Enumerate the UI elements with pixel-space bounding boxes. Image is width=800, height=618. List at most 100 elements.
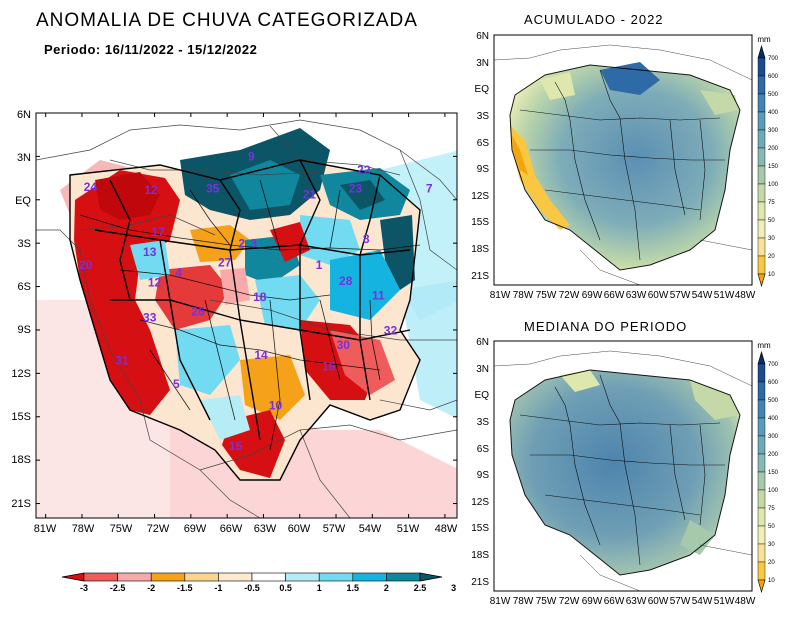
- precip-colorbar-bottom: 700 600 500 400 300 200 150 100 75 50 30 20 10 mm: [757, 341, 779, 594]
- basin-number-label: 30: [337, 338, 351, 352]
- acc-lat-label: 12S: [471, 191, 489, 202]
- med-lat-label: 3S: [477, 417, 490, 428]
- basin-number-label: 18: [253, 290, 267, 304]
- colorbar-label: 1.5: [347, 583, 360, 593]
- main-lat-label: 9S: [18, 324, 31, 336]
- med-lon-label: 78W: [513, 596, 534, 607]
- basin-number-label: 9: [248, 150, 255, 164]
- median-lat-labels: 6N 3N EQ 3S 6S 9S 12S 15S 18S 21S: [471, 337, 489, 588]
- precip-label: 10: [768, 578, 775, 584]
- basin-number-label: 15: [229, 439, 243, 453]
- precip-label: 200: [768, 146, 779, 152]
- main-lon-label: 72W: [147, 523, 170, 535]
- precip-swatch: [757, 165, 766, 185]
- main-lon-label: 69W: [184, 523, 207, 535]
- colorbar-label: 0.5: [279, 583, 292, 593]
- acc-lon-label: 57W: [670, 290, 691, 301]
- colorbar-label: -0.5: [244, 583, 260, 593]
- basin-number-label: 11: [372, 289, 385, 303]
- precip-label: 150: [768, 164, 779, 170]
- med-lat-label: EQ: [475, 390, 490, 401]
- precip-unit: mm: [757, 341, 771, 350]
- main-lon-label: 75W: [110, 523, 133, 535]
- med-lon-label: 75W: [536, 596, 557, 607]
- precip-swatch: [757, 543, 766, 563]
- main-lon-label: 48W: [435, 523, 458, 535]
- basin-number-label: 33: [143, 310, 157, 324]
- precip-unit: mm: [757, 35, 771, 44]
- basin-number-label: 27: [218, 255, 232, 269]
- med-lat-label: 12S: [471, 497, 489, 508]
- accumulated-map: [493, 34, 753, 286]
- basin-number-label: 16: [322, 359, 336, 373]
- colorbar-label: 1: [317, 583, 322, 593]
- basin-number-label: 8: [363, 232, 370, 246]
- colorbar-arrow-left: [61, 572, 85, 582]
- main-lon-labels: 81W 78W 75W 72W 69W 66W 63W 60W 57W 54W …: [34, 523, 458, 535]
- precip-swatch: [757, 417, 766, 437]
- colorbar-label: 2: [384, 583, 389, 593]
- acc-lat-label: 3N: [476, 58, 489, 69]
- main-lat-label: 15S: [11, 411, 31, 423]
- precip-swatch: [757, 561, 766, 581]
- basin-number-label: 23: [349, 182, 363, 196]
- med-lon-label: 63W: [626, 596, 647, 607]
- basin-number-label: 3: [250, 237, 257, 251]
- main-lat-label: 3S: [18, 238, 31, 250]
- med-lat-label: 21S: [471, 577, 489, 588]
- basin-number-label: 21: [303, 187, 317, 201]
- precip-colorbar-top: 700 600 500 400 300 200 150 100 75 50 30 20 10 mm: [757, 35, 779, 288]
- main-lon-label: 54W: [359, 523, 382, 535]
- precip-label: 50: [768, 524, 775, 530]
- acc-lat-label: 6N: [476, 31, 489, 42]
- basin-number-label: 32: [384, 323, 398, 337]
- colorbar-label: -1.5: [177, 583, 193, 593]
- anomaly-colorbar: -3 -2.5 -2 -1.5 -1 -0.5 0.5 1 1.5 2 2.5 3: [61, 572, 456, 593]
- main-lat-label: 21S: [11, 498, 31, 510]
- precip-swatch: [757, 183, 766, 203]
- acc-lon-label: 60W: [648, 290, 669, 301]
- precip-label: 50: [768, 218, 775, 224]
- basin-number-label: 28: [339, 274, 353, 288]
- colorbar-label: -3: [80, 583, 88, 593]
- colorbar-swatch: [150, 572, 186, 582]
- acc-lat-label: EQ: [475, 84, 490, 95]
- acc-lon-label: 75W: [536, 290, 557, 301]
- colorbar-swatch: [285, 572, 320, 582]
- basin-number-label: 2: [238, 237, 245, 251]
- acc-lon-label: 54W: [692, 290, 713, 301]
- med-lon-label: 69W: [582, 596, 603, 607]
- precip-arrow-top: [757, 44, 766, 59]
- precip-label: 10: [768, 272, 775, 278]
- precip-swatch: [757, 507, 766, 527]
- med-lon-label: 72W: [559, 596, 580, 607]
- med-lon-label: 57W: [670, 596, 691, 607]
- accumulated-panel-title: ACUMULADO - 2022: [524, 12, 664, 27]
- med-lat-label: 3N: [476, 364, 489, 375]
- basin-number-label: 31: [115, 354, 129, 368]
- median-lon-labels: 81W 78W 75W 72W 69W 66W 63W 60W 57W 54W …: [490, 596, 756, 607]
- precip-swatch: [757, 129, 766, 149]
- colorbar-label: -2: [147, 583, 155, 593]
- med-lon-label: 54W: [692, 596, 713, 607]
- precip-swatch: [757, 363, 766, 383]
- main-title: ANOMALIA DE CHUVA CATEGORIZADA: [36, 10, 418, 31]
- precip-label: 300: [768, 128, 779, 134]
- anomaly-map: [35, 112, 458, 519]
- basin-number-label: 13: [143, 245, 157, 259]
- basin-number-label: 20: [79, 258, 93, 272]
- precip-label: 75: [768, 506, 775, 512]
- precip-arrow-bottom: [757, 273, 766, 288]
- precip-swatch: [757, 525, 766, 545]
- colorbar-label: 2.5: [414, 583, 427, 593]
- basin-number-label: 22: [357, 163, 371, 177]
- precip-swatch: [757, 381, 766, 401]
- acc-lon-label: 78W: [513, 290, 534, 301]
- median-panel-title: MEDIANA DO PERIODO: [524, 319, 688, 334]
- precip-label: 400: [768, 416, 779, 422]
- main-lat-label: 12S: [11, 368, 31, 380]
- precip-swatch: [757, 435, 766, 455]
- med-lon-label: 60W: [648, 596, 669, 607]
- acc-lat-label: 18S: [471, 244, 489, 255]
- main-lat-label: 18S: [11, 454, 31, 466]
